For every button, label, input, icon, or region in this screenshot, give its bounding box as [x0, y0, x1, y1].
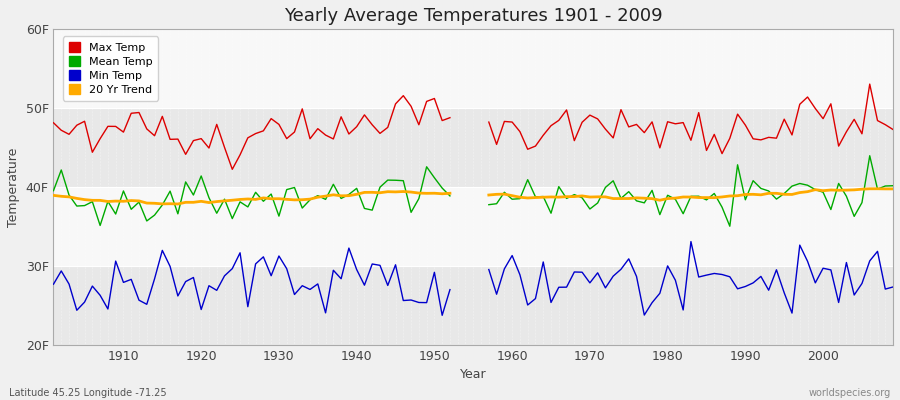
Legend: Max Temp, Mean Temp, Min Temp, 20 Yr Trend: Max Temp, Mean Temp, Min Temp, 20 Yr Tre…: [63, 36, 158, 101]
Bar: [53, 187, 893, 266]
Bar: [53, 266, 893, 345]
Y-axis label: Temperature: Temperature: [7, 147, 20, 227]
Bar: [53, 108, 893, 187]
Text: Latitude 45.25 Longitude -71.25: Latitude 45.25 Longitude -71.25: [9, 388, 166, 398]
Bar: [53, 29, 893, 108]
Title: Yearly Average Temperatures 1901 - 2009: Yearly Average Temperatures 1901 - 2009: [284, 7, 662, 25]
Text: worldspecies.org: worldspecies.org: [809, 388, 891, 398]
X-axis label: Year: Year: [460, 368, 487, 381]
